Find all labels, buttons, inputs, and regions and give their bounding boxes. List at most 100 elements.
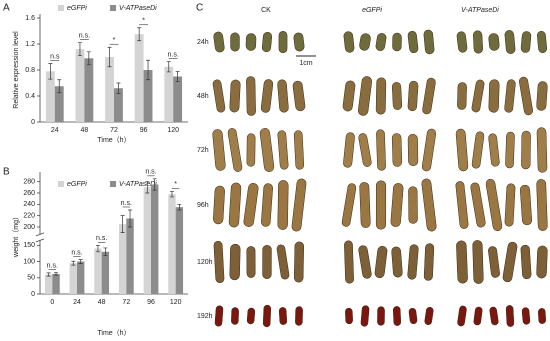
break-mark	[35, 238, 45, 243]
error-bar	[103, 247, 108, 257]
larva	[260, 79, 274, 113]
larva	[457, 305, 467, 327]
error-bar	[78, 259, 83, 264]
y-tick-label: 150	[23, 242, 35, 249]
larva	[504, 30, 516, 54]
bar	[44, 274, 53, 294]
x-tick-label: 48	[81, 127, 89, 134]
error-bar	[86, 51, 91, 66]
significance-label: n.s.	[47, 262, 58, 269]
larva	[345, 307, 353, 325]
significance-label: n.s.	[96, 235, 107, 242]
column-title: V-ATPaseDi	[461, 7, 499, 14]
larva	[294, 241, 304, 283]
error-bar	[71, 260, 76, 266]
larva	[292, 80, 306, 112]
larva	[470, 182, 486, 228]
legend-label: eGFPi	[67, 181, 87, 188]
bar	[54, 86, 64, 122]
larva	[359, 33, 371, 51]
larva	[229, 243, 241, 281]
larva	[391, 133, 403, 167]
larva	[536, 31, 548, 53]
bar	[134, 34, 144, 122]
x-axis-label: Time（h）	[97, 136, 130, 144]
error-bar	[46, 272, 51, 277]
larva	[344, 240, 354, 284]
larva	[376, 129, 386, 171]
legend-swatch	[110, 181, 116, 187]
larva	[423, 243, 435, 281]
larva	[231, 307, 239, 325]
larva	[421, 178, 437, 232]
bar	[164, 66, 174, 122]
y-tick-label: 200	[23, 224, 35, 231]
bar	[126, 218, 134, 294]
larva	[408, 307, 418, 325]
y-axis-label: Relative expression level	[13, 31, 20, 109]
larva	[521, 307, 531, 325]
significance-label: *	[142, 18, 145, 25]
x-tick-label: 72	[110, 127, 118, 134]
larva	[519, 76, 533, 116]
larva	[489, 306, 499, 326]
y-tick-label: 240	[23, 201, 35, 208]
larva	[358, 245, 372, 279]
x-tick-label: 24	[51, 127, 59, 134]
larva	[293, 130, 305, 170]
larva	[423, 29, 435, 55]
larva	[243, 183, 259, 227]
y-tick-label: 1.6	[25, 15, 35, 22]
larva	[455, 128, 469, 172]
larva	[293, 32, 305, 52]
larva	[488, 246, 500, 278]
larva	[375, 180, 387, 230]
legend-swatch	[58, 5, 64, 11]
bar	[175, 207, 184, 294]
larva	[421, 128, 437, 172]
axis-break	[36, 234, 44, 241]
y-axis-label: weight（mg）	[12, 213, 20, 258]
larva	[277, 180, 289, 230]
error-bar	[175, 70, 180, 83]
error-bar	[128, 209, 133, 228]
larva	[359, 182, 371, 228]
larva	[505, 305, 515, 327]
larva	[246, 76, 256, 116]
x-tick-label: 96	[140, 127, 148, 134]
larva	[295, 306, 303, 326]
error-bar	[48, 63, 53, 80]
legend-swatch	[58, 181, 64, 187]
bar	[84, 58, 94, 122]
bar	[173, 76, 183, 122]
significance-label: n.s	[50, 53, 60, 60]
larva	[261, 183, 273, 227]
x-tick-label: 96	[147, 299, 155, 306]
x-tick-label: 0	[50, 299, 54, 306]
larva	[407, 30, 419, 54]
larva	[536, 179, 548, 231]
larva	[536, 81, 548, 111]
scale-bar-label: 1cm	[299, 60, 312, 67]
y-tick-label: 0	[31, 119, 35, 126]
significance-label: n.s.	[79, 33, 90, 40]
error-bar	[77, 42, 82, 57]
error-bar	[177, 203, 182, 211]
y-tick-label: 260	[23, 190, 35, 197]
larva	[457, 82, 467, 110]
bar	[114, 88, 123, 122]
legend-label: V-ATPaseDi	[119, 5, 157, 12]
larva	[456, 240, 468, 284]
y-tick-label: 1.2	[25, 41, 35, 48]
larva	[392, 32, 402, 52]
larva	[504, 79, 516, 113]
error-bar	[152, 178, 157, 191]
bar	[52, 273, 60, 294]
error-bar	[137, 27, 142, 42]
larva	[276, 244, 290, 280]
larva	[393, 306, 401, 326]
larva	[278, 30, 288, 54]
larva	[262, 244, 272, 280]
larva	[375, 77, 387, 115]
